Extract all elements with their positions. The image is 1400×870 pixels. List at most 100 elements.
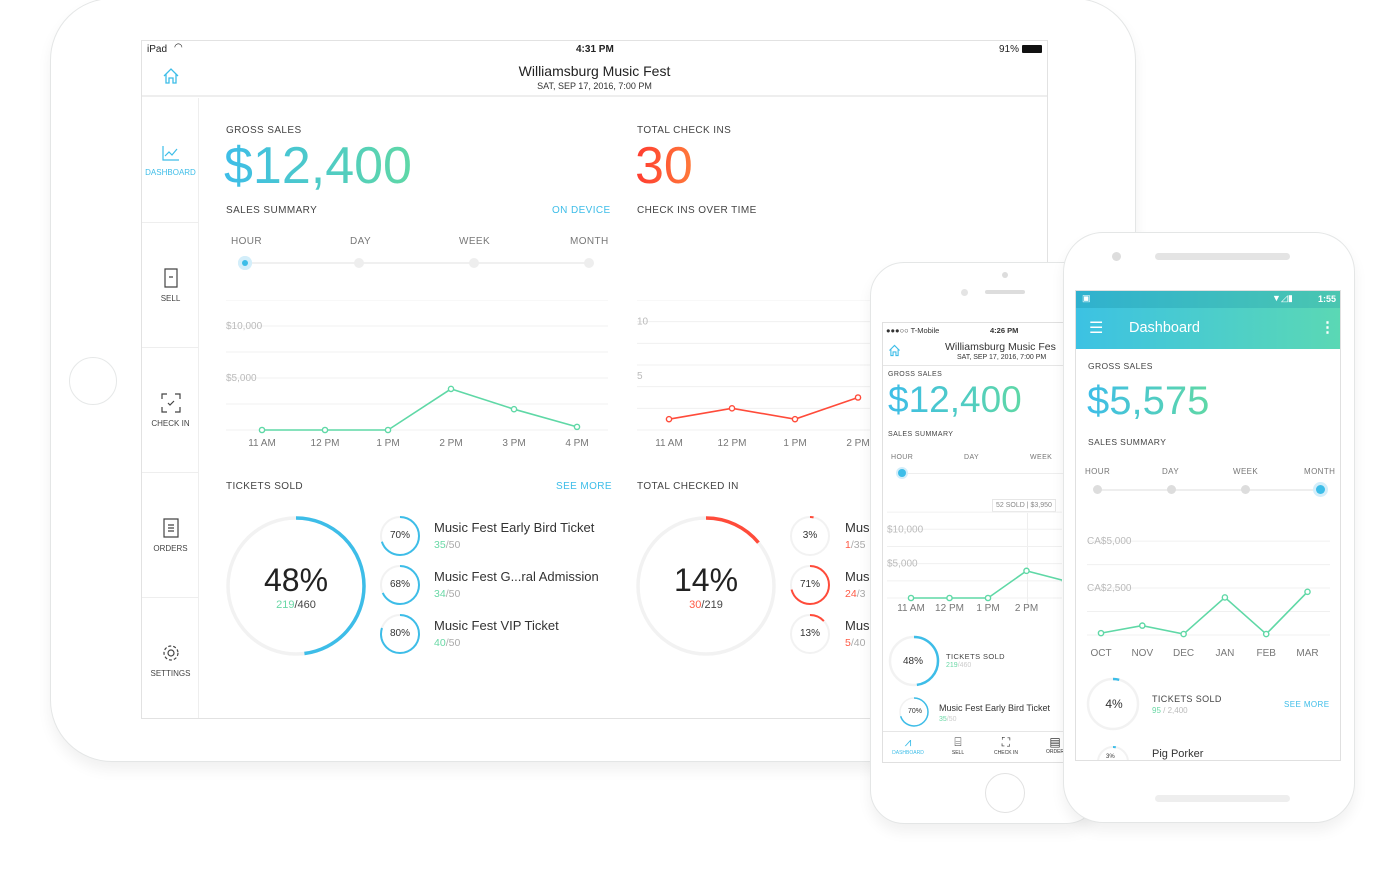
carrier: ●●●○○ T-Mobile: [886, 326, 940, 335]
x-tick-label: JAN: [1215, 648, 1234, 659]
ticket-type-count: 40/50: [434, 637, 460, 649]
checkin-type-count: 5/40: [845, 637, 865, 649]
check-ins-chart-label: CHECK INS OVER TIME: [637, 205, 757, 216]
iphone-home-button[interactable]: [985, 773, 1025, 813]
checkin-type-percent: 3%: [802, 530, 818, 541]
ticket-type-percent: 70%: [389, 530, 410, 541]
ticket-type-name: Music Fest VIP Ticket: [434, 618, 559, 633]
ipad-donuts: [226, 516, 830, 656]
event-date: SAT, SEP 17, 2016, 7:00 PM: [537, 81, 652, 91]
data-point: [510, 405, 518, 413]
tab-check-in[interactable]: ⛶ CHECK IN: [986, 735, 1026, 756]
checked-in-percent: 14%: [673, 562, 739, 598]
iphone-donuts: [888, 635, 940, 727]
series-line: [1100, 591, 1309, 636]
home-icon[interactable]: [162, 67, 180, 85]
range-month[interactable]: MONTH: [1304, 467, 1336, 476]
tab-dashboard[interactable]: ⩘ DASHBOARD: [888, 735, 928, 756]
data-point: [984, 594, 992, 602]
tab-sell[interactable]: ⌸ SELL: [938, 735, 978, 756]
receipt-icon: ▤: [1049, 735, 1061, 749]
sidebar-item-label: SETTINGS: [150, 669, 191, 678]
gross-sales-label: GROSS SALES: [1088, 361, 1153, 371]
checkin-type-percent: 71%: [799, 579, 820, 590]
sold-count: 219: [276, 599, 295, 611]
range-day[interactable]: DAY: [350, 236, 372, 247]
sidebar-item-dashboard[interactable]: DASHBOARD: [142, 98, 199, 223]
data-point: [1097, 629, 1105, 637]
range-week[interactable]: WEEK: [1030, 454, 1053, 461]
sidebar-item-settings[interactable]: SETTINGS: [142, 598, 199, 718]
overflow-menu-icon[interactable]: ⋮: [1320, 319, 1335, 336]
data-point: [321, 426, 329, 434]
sidebar-item-label: ORDERS: [153, 543, 188, 553]
ticket-type-donut-arc: [1097, 746, 1129, 760]
tab-label: DASHBOARD: [892, 750, 924, 756]
range-week[interactable]: WEEK: [1233, 467, 1259, 476]
data-point: [573, 423, 581, 431]
sales-summary-label: SALES SUMMARY: [226, 205, 318, 216]
tab-label: SELL: [951, 750, 965, 756]
range-knob-month[interactable]: [1316, 485, 1325, 494]
see-more-link[interactable]: SEE MORE: [1284, 700, 1330, 709]
x-tick-label: 1 PM: [976, 603, 999, 614]
tickets-sold-count: 219/460: [946, 662, 971, 669]
y-tick-label: $5,000: [226, 373, 257, 384]
total-count: /50: [445, 637, 461, 649]
range-hour[interactable]: HOUR: [231, 236, 263, 247]
range-hour[interactable]: HOUR: [1085, 467, 1111, 476]
menu-icon[interactable]: ☰: [1089, 320, 1104, 337]
android-sales-chart: CA$5,000 CA$2,500 OCT NOV DEC JAN FEB MAR: [1087, 536, 1330, 659]
y-tick-label: 10: [637, 317, 649, 328]
range-week[interactable]: WEEK: [459, 236, 491, 247]
data-point: [447, 385, 455, 393]
x-tick-label: 3 PM: [502, 438, 525, 449]
data-point: [665, 415, 673, 423]
receipt-icon: [162, 517, 179, 538]
y-tick-label: $5,000: [887, 559, 918, 570]
sold-count: 34: [434, 588, 446, 600]
range-month[interactable]: MONTH: [570, 236, 609, 247]
checked-count: 24: [845, 588, 857, 600]
range-hour[interactable]: HOUR: [891, 454, 914, 461]
iphone-front-camera: [961, 289, 968, 296]
ticket-type-name: Music Fest Early Bird Ticket: [434, 520, 595, 535]
tickets-sold-percent: 4%: [1105, 697, 1123, 711]
data-point: [728, 405, 736, 412]
sold-count: 219: [946, 662, 958, 669]
toolbar-title: Dashboard: [1129, 320, 1200, 336]
x-tick-label: 4 PM: [565, 438, 588, 449]
range-day[interactable]: DAY: [1162, 467, 1180, 476]
range-knob-hour[interactable]: [238, 256, 252, 270]
data-point: [907, 594, 915, 602]
tab-bar: ⩘ DASHBOARD ⌸ SELL ⛶ CHECK IN ▤ ORDER: [883, 731, 1081, 762]
check-ins-value: 30: [635, 137, 693, 195]
sidebar-item-check-in[interactable]: CHECK IN: [142, 348, 199, 473]
see-more-link[interactable]: SEE MORE: [556, 481, 612, 492]
x-tick-label: 11 AM: [248, 438, 276, 449]
data-point: [384, 426, 392, 434]
clock: 4:31 PM: [576, 44, 614, 55]
range-day[interactable]: DAY: [964, 454, 980, 461]
ticket-name: Music Fest Early Bird Ticket: [939, 703, 1051, 713]
checkin-type-donut-arc: [790, 516, 830, 556]
android-bottom-speaker: [1155, 795, 1290, 802]
x-tick-label: 1 PM: [783, 438, 806, 449]
sidebar-item-sell[interactable]: SELL: [142, 223, 199, 348]
on-device-link[interactable]: ON DEVICE: [552, 205, 611, 216]
sidebar-item-orders[interactable]: ORDERS: [142, 473, 199, 598]
total-count: /50: [445, 588, 461, 600]
gross-sales-label: GROSS SALES: [226, 125, 302, 136]
tab-orders[interactable]: ▤ ORDER: [1035, 735, 1075, 755]
clock: 1:55: [1318, 294, 1337, 304]
ticket-name: Pig Porker: [1152, 748, 1204, 760]
ticket-type-percent: 80%: [389, 628, 410, 639]
ipad-home-button[interactable]: [69, 357, 117, 405]
range-knob-hour[interactable]: [898, 469, 906, 477]
total-count: /35: [850, 539, 866, 551]
x-tick-label: 12 PM: [935, 603, 964, 614]
sidebar-item-label: DASHBOARD: [145, 167, 196, 177]
home-icon[interactable]: [888, 344, 901, 357]
series-line: [262, 388, 578, 431]
range-selector[interactable]: HOUR DAY WEEK MONTH: [226, 236, 608, 271]
